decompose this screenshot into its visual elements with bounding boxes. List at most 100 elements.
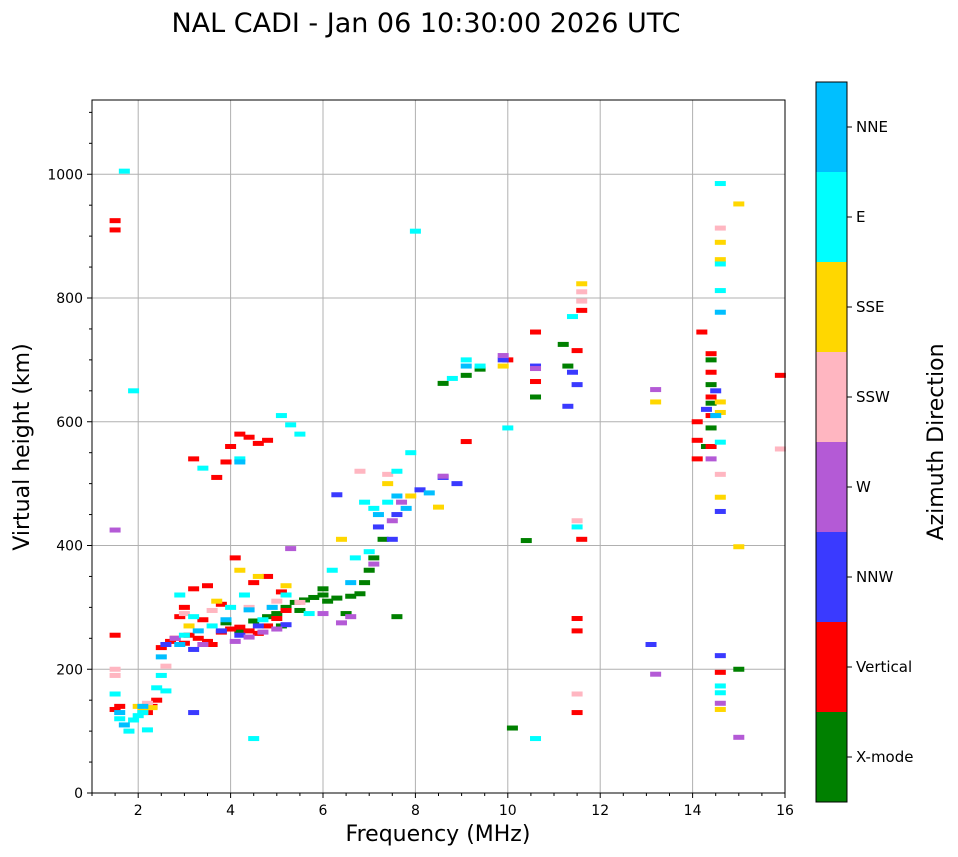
data-point <box>322 598 334 604</box>
data-point <box>225 626 237 632</box>
x-tick-label: 16 <box>776 803 794 819</box>
data-point <box>650 671 662 677</box>
data-point <box>714 261 726 267</box>
data-point <box>262 614 274 620</box>
data-point <box>257 617 269 623</box>
data-point <box>114 710 126 716</box>
data-point <box>294 607 306 613</box>
data-point <box>225 604 237 610</box>
data-point <box>571 382 583 388</box>
data-point <box>155 672 167 678</box>
data-point <box>377 536 389 542</box>
data-point <box>368 555 380 561</box>
data-point <box>215 601 227 607</box>
data-point <box>354 591 366 597</box>
y-tick-label: 0 <box>74 786 83 802</box>
data-point <box>192 635 204 641</box>
x-tick-label: 12 <box>591 803 609 819</box>
data-point <box>696 329 708 335</box>
x-axis-label: Frequency (MHz) <box>346 822 531 847</box>
data-point <box>317 592 329 598</box>
data-point <box>497 363 509 369</box>
data-point <box>710 388 722 394</box>
data-point <box>211 598 223 604</box>
series-e <box>109 168 726 742</box>
data-point <box>151 685 163 691</box>
data-point <box>705 425 717 431</box>
colorbar-segment <box>816 82 847 172</box>
data-point <box>280 592 292 598</box>
data-point <box>705 394 717 400</box>
data-point <box>285 422 297 428</box>
data-point <box>174 592 186 598</box>
data-point <box>275 413 287 419</box>
data-point <box>506 725 518 731</box>
data-point <box>262 623 274 629</box>
data-point <box>188 614 200 620</box>
data-point <box>331 595 343 601</box>
data-point <box>391 614 403 620</box>
data-point <box>335 536 347 542</box>
data-point <box>714 409 726 415</box>
data-point <box>183 623 195 629</box>
data-point <box>220 459 232 465</box>
data-point <box>188 646 200 652</box>
data-point <box>557 341 569 347</box>
data-point <box>169 635 181 641</box>
series-nne <box>114 309 726 728</box>
data-point <box>423 490 435 496</box>
colorbar-segment <box>816 532 847 622</box>
axis-ticks: 2 4 6 8 10 12 14 16 0 200 400 600 800 1000 <box>47 111 794 819</box>
data-point <box>391 493 403 499</box>
data-point <box>349 555 361 561</box>
data-point <box>197 617 209 623</box>
data-point <box>155 645 167 651</box>
data-point <box>382 471 394 477</box>
data-point <box>340 611 352 617</box>
data-point <box>714 690 726 696</box>
data-point <box>146 705 158 711</box>
data-point <box>691 419 703 425</box>
data-point <box>576 536 588 542</box>
data-point <box>345 580 357 586</box>
data-point <box>714 669 726 675</box>
data-point <box>451 481 463 487</box>
data-point <box>368 505 380 511</box>
data-point <box>714 239 726 245</box>
data-point <box>359 580 371 586</box>
data-point <box>243 607 255 613</box>
data-point <box>566 314 578 320</box>
data-point <box>714 700 726 706</box>
data-point <box>160 663 172 669</box>
data-point <box>700 406 712 412</box>
data-point <box>248 736 260 742</box>
data-point <box>280 622 292 628</box>
colorbar-tick-label: SSE <box>856 298 885 316</box>
data-point <box>391 512 403 518</box>
data-points <box>109 168 786 742</box>
data-point <box>206 623 218 629</box>
data-point <box>234 632 246 638</box>
data-point <box>705 456 717 462</box>
colorbar-label: Azimuth Direction <box>924 343 949 540</box>
data-point <box>562 403 574 409</box>
data-point <box>206 642 218 647</box>
data-point <box>188 586 200 592</box>
data-point <box>571 518 583 524</box>
data-point <box>474 363 486 369</box>
x-tick-label: 10 <box>499 803 517 819</box>
data-point <box>645 642 657 647</box>
data-point <box>705 444 717 449</box>
data-point <box>446 375 458 381</box>
data-point <box>280 604 292 610</box>
data-point <box>252 573 264 579</box>
data-point <box>405 493 417 499</box>
colorbar-segment <box>816 262 847 352</box>
data-point <box>382 499 394 505</box>
y-tick-label: 1000 <box>47 167 83 183</box>
data-point <box>409 228 421 234</box>
data-point <box>109 666 121 672</box>
data-point <box>571 348 583 354</box>
data-point <box>280 607 292 613</box>
data-point <box>243 434 255 440</box>
